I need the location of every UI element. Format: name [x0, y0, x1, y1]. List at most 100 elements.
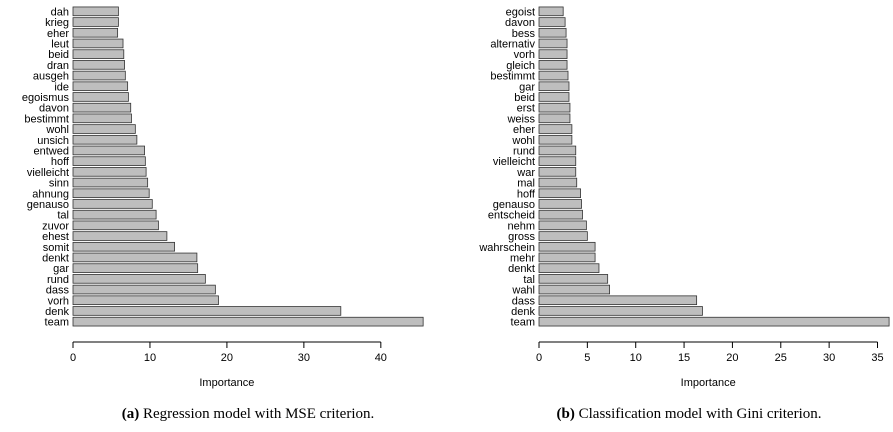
x-tick-label-b-10: 10 [630, 352, 642, 364]
bar-a-dass [72, 284, 216, 295]
bar-b-weiss [538, 113, 571, 124]
bar-b-davon [538, 17, 566, 27]
caption-b-text: Classification model with Gini criterion… [575, 406, 822, 422]
x-tick-label-a-0: 0 [70, 352, 76, 364]
category-label-a-tal: tal [57, 210, 69, 222]
bar-b-gleich [538, 60, 568, 70]
category-label-a-somit: somit [43, 242, 69, 254]
category-label-a-denkt: denkt [42, 252, 69, 264]
bar-a-zuvor [72, 220, 159, 231]
category-label-b-tal: tal [523, 274, 535, 286]
x-tick-label-b-20: 20 [726, 352, 738, 364]
category-label-b-war: war [516, 167, 535, 179]
bar-a-ausgeh [72, 70, 126, 81]
category-label-a-bestimmt: bestimmt [24, 113, 69, 125]
category-label-b-hoff: hoff [517, 188, 536, 200]
chart-classification-gini: egoistdavonbessalternativvorhgleichbesti… [478, 6, 890, 389]
x-tick-label-b-30: 30 [823, 352, 835, 364]
category-label-a-dran: dran [47, 60, 69, 72]
bar-a-ehest [72, 231, 168, 241]
bar-b-egoist [538, 6, 564, 17]
bar-a-beid [72, 49, 125, 59]
bar-b-denk [538, 306, 703, 316]
category-label-a-denk: denk [45, 306, 69, 318]
caption-a: (a) Regression model with MSE criterion. [122, 406, 374, 422]
category-label-b-erst: erst [517, 103, 535, 115]
category-label-b-alternativ: alternativ [490, 38, 535, 50]
bar-a-denk [72, 306, 342, 316]
bar-a-ide [72, 81, 129, 92]
category-label-b-gar: gar [519, 81, 535, 93]
category-label-b-weiss: weiss [506, 113, 535, 125]
x-tick-label-a-40: 40 [375, 352, 387, 364]
bar-a-entwed [72, 145, 145, 156]
category-label-b-dass: dass [512, 295, 536, 307]
bar-b-mehr [538, 252, 596, 263]
bar-a-eher [72, 27, 119, 38]
x-axis-label-b: Importance [681, 377, 736, 389]
category-label-b-davon: davon [505, 17, 535, 29]
bar-b-vielleicht [538, 156, 577, 166]
bar-a-vielleicht [72, 167, 147, 177]
category-label-b-nehm: nehm [507, 220, 535, 232]
bar-a-wohl [72, 124, 136, 134]
category-label-a-zuvor: zuvor [42, 220, 69, 232]
category-label-b-wahl: wahl [511, 285, 535, 297]
category-label-a-vorh: vorh [48, 295, 69, 307]
category-label-a-egoismus: egoismus [22, 92, 70, 104]
category-label-a-dah: dah [51, 6, 69, 18]
bar-b-alternativ [538, 38, 568, 49]
category-label-b-vorh: vorh [514, 49, 535, 61]
category-label-a-ide: ide [54, 81, 69, 93]
bar-b-nehm [538, 220, 587, 231]
bar-a-team [72, 316, 424, 327]
bar-b-bess [538, 27, 567, 38]
caption-b: (b) Classification model with Gini crite… [557, 406, 822, 422]
category-label-b-bess: bess [512, 28, 536, 40]
bar-a-hoff [72, 156, 146, 166]
bar-b-team [538, 316, 890, 327]
bar-a-tal [72, 209, 157, 220]
category-label-b-gross: gross [508, 231, 535, 243]
category-label-a-ahnung: ahnung [32, 188, 69, 200]
category-label-b-genauso: genauso [493, 199, 535, 211]
x-tick-label-b-15: 15 [678, 352, 690, 364]
bar-a-rund [72, 274, 206, 284]
category-label-b-eher: eher [513, 124, 535, 136]
category-label-a-team: team [45, 317, 69, 329]
bar-b-entscheid [538, 209, 583, 220]
category-label-b-mal: mal [517, 178, 535, 190]
x-tick-label-a-20: 20 [221, 352, 233, 364]
bar-a-somit [72, 241, 175, 252]
bar-a-egoismus [72, 92, 129, 102]
category-label-a-ehest: ehest [42, 231, 69, 243]
bar-b-bestimmt [538, 70, 569, 81]
category-label-a-wohl: wohl [45, 124, 69, 136]
category-label-a-genauso: genauso [27, 199, 69, 211]
category-label-b-denkt: denkt [508, 263, 535, 275]
x-tick-label-b-5: 5 [584, 352, 590, 364]
bar-a-unsich [72, 134, 138, 145]
bar-a-ahnung [72, 188, 150, 199]
bar-b-wahl [538, 284, 610, 295]
category-label-a-hoff: hoff [51, 156, 70, 168]
bar-a-bestimmt [72, 113, 132, 124]
bar-a-genauso [72, 199, 153, 209]
bar-b-erst [538, 102, 571, 113]
x-tick-label-b-25: 25 [775, 352, 787, 364]
bar-a-sinn [72, 177, 149, 188]
category-label-a-unsich: unsich [37, 135, 69, 147]
bar-b-wohl [538, 134, 573, 145]
category-label-b-entscheid: entscheid [488, 210, 535, 222]
bar-b-dass [538, 295, 698, 306]
category-label-b-team: team [511, 317, 535, 329]
bar-a-denkt [72, 252, 198, 263]
bar-b-war [538, 167, 577, 177]
category-label-a-ausgeh: ausgeh [33, 71, 69, 83]
category-label-b-wohl: wohl [511, 135, 535, 147]
category-label-a-rund: rund [47, 274, 69, 286]
bar-a-vorh [72, 295, 219, 306]
bar-a-gar [72, 263, 199, 273]
category-label-a-vielleicht: vielleicht [27, 167, 69, 179]
